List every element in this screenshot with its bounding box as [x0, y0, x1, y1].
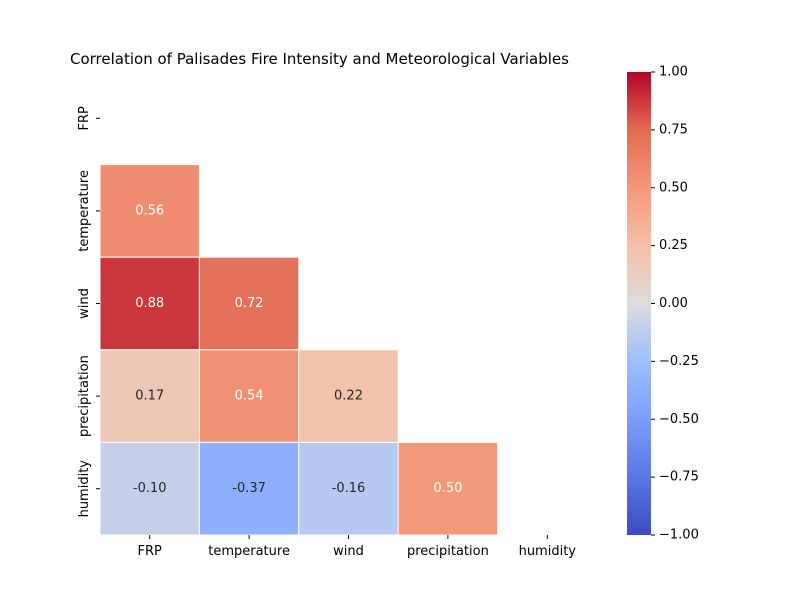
y-tick-label: humidity	[77, 460, 92, 518]
chart-title: Correlation of Palisades Fire Intensity …	[70, 50, 569, 68]
y-tick-label: precipitation	[77, 355, 92, 437]
cell-value-label: -0.37	[232, 481, 266, 496]
x-tick-label: wind	[333, 544, 364, 559]
x-tick-label: temperature	[208, 544, 290, 559]
y-axis: FRP temperature wind precipitation humidity	[77, 106, 100, 517]
heatmap-cell-temperature-FRP	[99, 164, 200, 258]
heatmap-cell-precipitation-wind	[298, 349, 399, 443]
cell-value-label: 0.17	[135, 389, 164, 404]
colorbar-tick-label: −0.50	[659, 412, 699, 427]
colorbar-tick-label: 0.25	[659, 238, 688, 253]
colorbar: 1.00 0.75 0.50 0.25 0.00 −0.25 −0.50 −0.75 −1.00	[627, 65, 699, 543]
y-tick-label: temperature	[77, 170, 92, 252]
heatmap-cell-wind-FRP	[99, 256, 200, 351]
colorbar-tick-label: −1.00	[659, 528, 699, 543]
heatmap-cell-wind-temperature	[198, 256, 300, 351]
colorbar-tick-label: −0.25	[659, 354, 699, 369]
y-tick-label: wind	[77, 288, 92, 319]
colorbar-tick-label: −0.75	[659, 470, 699, 485]
colorbar-tick-label: 1.00	[659, 65, 688, 80]
colorbar-tick-label: 0.50	[659, 180, 688, 195]
cell-value-label: 0.56	[135, 203, 164, 218]
cell-value-label: -0.10	[133, 481, 167, 496]
cell-value-label: 0.22	[334, 389, 363, 404]
cell-value-label: -0.16	[332, 481, 366, 496]
x-tick-label: precipitation	[407, 544, 489, 559]
cell-value-label: 0.88	[135, 296, 164, 311]
heatmap-cell-humidity-temperature	[198, 441, 300, 536]
x-axis: FRP temperature wind precipitation humidity	[138, 535, 577, 559]
colorbar-tick-label: 0.00	[659, 296, 688, 311]
heatmap-cells: 0.56 0.88 0.72 0.17 0.54 0.22 -0.10 -0.37 -0.16 0…	[99, 164, 499, 536]
x-tick-label: humidity	[519, 544, 577, 559]
cell-value-label: 0.54	[235, 389, 264, 404]
heatmap-cell-precipitation-temperature	[198, 349, 300, 443]
colorbar-gradient	[627, 72, 651, 535]
cell-value-label: 0.50	[433, 481, 462, 496]
x-tick-label: FRP	[138, 544, 163, 559]
colorbar-ticks: 1.00 0.75 0.50 0.25 0.00 −0.25 −0.50 −0.75 −1.00	[651, 65, 699, 543]
heatmap-cell-precipitation-FRP	[99, 349, 200, 443]
colorbar-tick-label: 0.75	[659, 122, 688, 137]
y-tick-label: FRP	[77, 106, 92, 131]
heatmap-cell-humidity-precipitation	[397, 441, 499, 536]
cell-value-label: 0.72	[235, 296, 264, 311]
